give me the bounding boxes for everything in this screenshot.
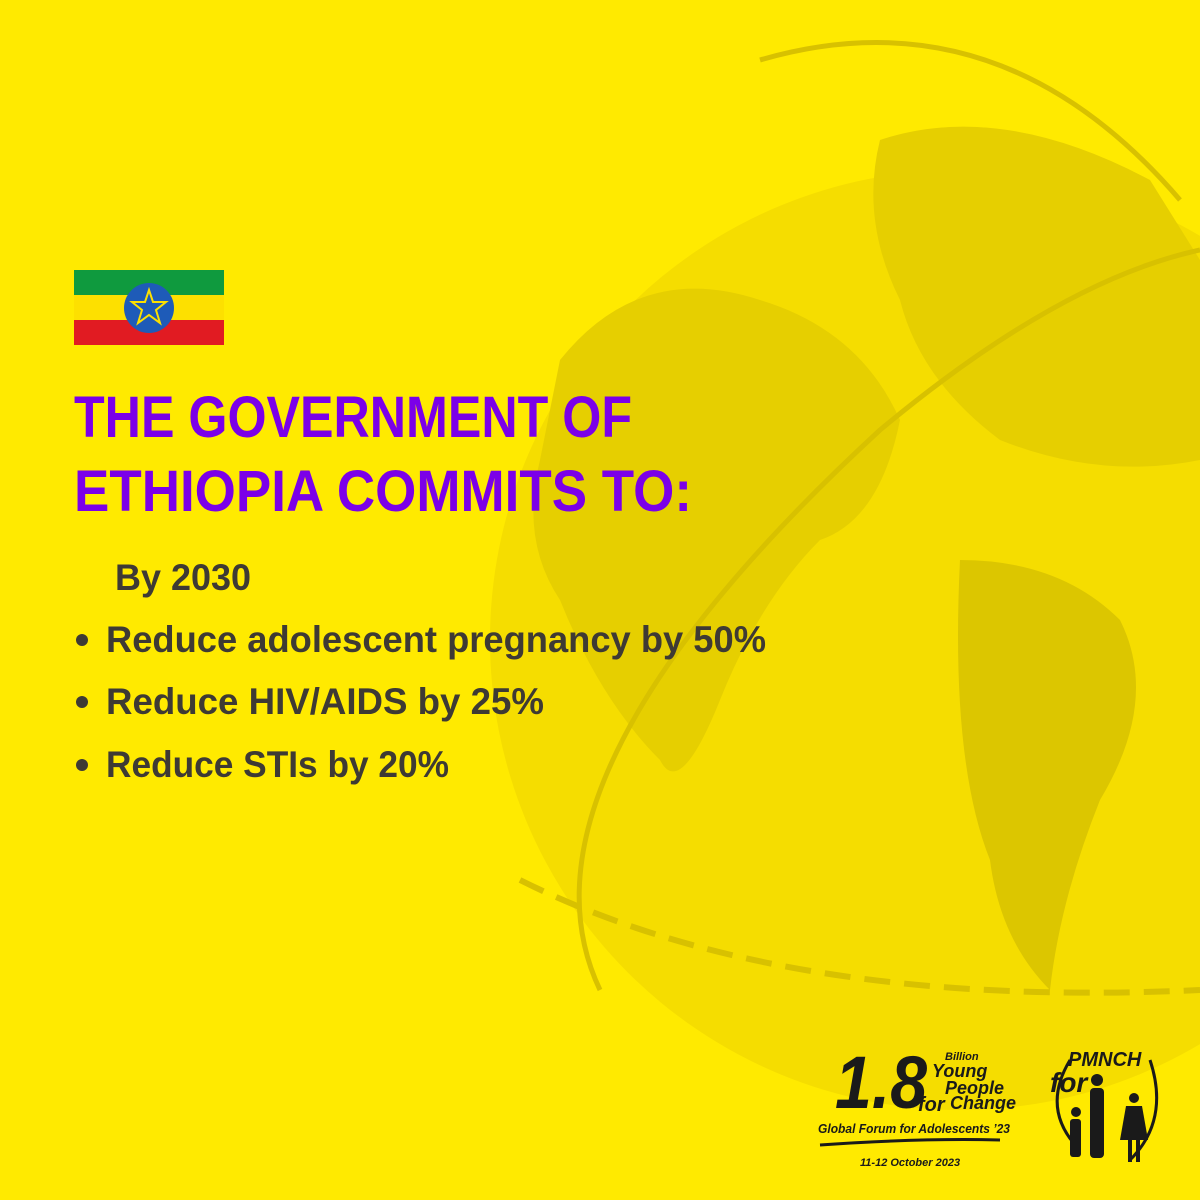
flag-emblem	[124, 283, 174, 333]
bullet	[76, 696, 88, 708]
logo-text: for	[1050, 1067, 1089, 1098]
pmnch-logo: PMNCH for	[1050, 1049, 1159, 1162]
heading-line: THE GOVERNMENT OF	[74, 385, 632, 450]
logo-swoosh	[819, 1138, 1001, 1147]
globe-decoration	[490, 40, 1200, 1110]
heading-line: ETHIOPIA COMMITS TO:	[74, 459, 692, 524]
continent	[958, 560, 1136, 990]
logo-text: 11-12 October 2023	[860, 1157, 960, 1169]
logo-text: Billion	[945, 1051, 979, 1063]
logo-text: Change	[950, 1093, 1016, 1113]
logo-text: for	[918, 1094, 946, 1116]
bullet	[76, 634, 88, 646]
ethiopia-flag	[74, 270, 224, 345]
logo-text: PMNCH	[1068, 1049, 1142, 1071]
orbit	[576, 247, 1200, 992]
commitment: Reduce HIV/AIDS by 25%	[106, 681, 544, 722]
logo-figures	[1070, 1074, 1148, 1162]
bullet	[76, 759, 88, 771]
forum-logo: 1.8 Billion Young People for Change Glob…	[818, 1041, 1016, 1169]
orbit	[759, 40, 1182, 202]
commitment: Reduce adolescent pregnancy by 50%	[106, 619, 766, 660]
logo-number: 1.8	[835, 1041, 928, 1124]
flag-star	[129, 286, 169, 326]
continent	[873, 126, 1200, 467]
orbit	[518, 877, 1200, 996]
logo-text: Young	[932, 1061, 987, 1081]
continent	[533, 288, 900, 772]
logo-text: Global Forum for Adolescents ’23	[818, 1121, 1011, 1136]
commitment: Reduce STIs by 20%	[106, 744, 449, 785]
intro: By 2030	[115, 557, 251, 598]
logo-text: People	[945, 1078, 1004, 1098]
